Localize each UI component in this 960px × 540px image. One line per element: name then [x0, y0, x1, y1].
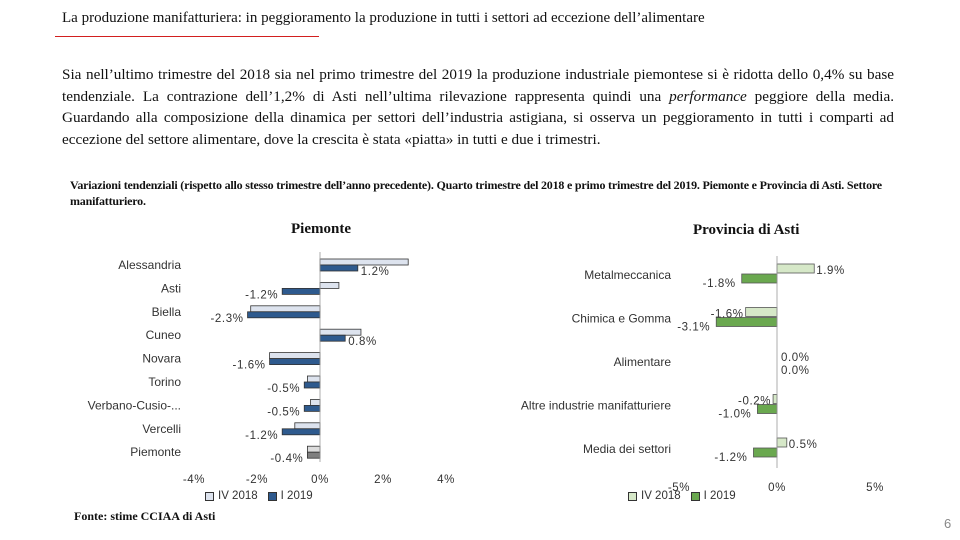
category-label: Piemonte — [130, 445, 181, 459]
category-label: Media dei settori — [583, 442, 671, 456]
bar-i2019 — [247, 311, 321, 319]
bar-iv2018 — [772, 394, 778, 404]
category-label: Biella — [152, 305, 182, 319]
bar-iv2018 — [269, 352, 321, 360]
category-label: Torino — [148, 375, 181, 389]
bar-i2019 — [715, 317, 778, 327]
data-label: -0.5% — [267, 383, 300, 395]
title-underline — [55, 36, 319, 37]
source-note: Fonte: stime CCIAA di Asti — [74, 509, 216, 523]
bar-iv2018 — [306, 375, 321, 383]
data-label: -1.2% — [245, 430, 278, 442]
bar-i2019 — [281, 428, 321, 436]
category-label: Verbano-Cusio-... — [88, 398, 181, 412]
chart-title-asti: Provincia di Asti — [693, 222, 800, 238]
data-label: 0.0% — [781, 365, 810, 377]
bar-iv2018 — [250, 305, 321, 313]
body-paragraph: Sia nell’ultimo trimestre del 2018 sia n… — [62, 64, 894, 150]
legend-swatch-iv2018 — [205, 491, 214, 501]
category-label: Asti — [161, 281, 181, 295]
data-label: -1.0% — [718, 409, 751, 421]
category-label: Novara — [142, 352, 181, 366]
legend-swatch-i2019 — [267, 491, 277, 501]
tick-label: 5% — [866, 482, 884, 494]
bar-iv2018 — [294, 422, 321, 430]
bar-iv2018 — [776, 263, 815, 274]
page-title: La produzione manifatturiera: in peggior… — [62, 10, 705, 26]
data-label: -1.2% — [245, 289, 278, 301]
bar-iv2018 — [306, 445, 321, 453]
data-label: -0.5% — [267, 406, 300, 418]
data-label: -0.2% — [738, 396, 771, 408]
bar-i2019 — [319, 334, 346, 342]
bar-iv2018 — [745, 307, 778, 317]
tick-label: 0% — [768, 482, 786, 494]
legend-swatch-i2019 — [690, 491, 700, 501]
tick-label: -4% — [183, 474, 205, 486]
bar-iv2018 — [319, 258, 409, 266]
category-label: Altre industrie manifatturiere — [521, 399, 671, 413]
legend-piemonte: IV 2018 I 2019 — [205, 490, 313, 502]
chart-title-piemonte: Piemonte — [291, 221, 351, 237]
data-label: 1.9% — [816, 265, 845, 277]
paragraph-part-1: Sia nell’ultimo trimestre del 2018 sia n… — [62, 66, 894, 105]
bar-iv2018 — [776, 437, 788, 448]
data-label: 0.0% — [781, 352, 810, 364]
bar-iv2018 — [319, 281, 340, 289]
legend-asti: IV 2018 I 2019 — [628, 490, 736, 502]
data-label: -1.2% — [714, 452, 747, 464]
data-label: -0.4% — [270, 453, 303, 465]
tick-label: 0% — [311, 474, 329, 486]
legend-label-iv2018: IV 2018 — [641, 490, 681, 502]
category-label: Alimentare — [614, 355, 672, 369]
bar-i2019 — [753, 447, 778, 458]
category-label: Vercelli — [142, 422, 181, 436]
page-number: 6 — [944, 516, 952, 531]
legend-label-i2019: I 2019 — [703, 490, 736, 502]
data-label: 1.2% — [361, 266, 390, 278]
category-label: Chimica e Gomma — [572, 312, 672, 326]
bar-i2019 — [757, 404, 778, 414]
data-label: -2.3% — [211, 313, 244, 325]
tick-label: -2% — [246, 474, 268, 486]
bar-i2019 — [281, 287, 321, 295]
bar-i2019 — [303, 404, 321, 412]
data-label: -1.6% — [711, 309, 744, 321]
data-label: -1.6% — [233, 360, 266, 372]
data-label: 0.5% — [789, 439, 818, 451]
data-label: 0.8% — [348, 336, 377, 348]
legend-label-iv2018: IV 2018 — [218, 490, 258, 502]
bar-i2019 — [303, 381, 321, 389]
category-label: Cuneo — [146, 328, 182, 342]
bar-i2019 — [741, 273, 778, 284]
category-label: Alessandria — [118, 258, 181, 272]
bar-i2019 — [319, 264, 359, 272]
tick-label: 2% — [374, 474, 392, 486]
bar-iv2018 — [310, 398, 321, 406]
bar-iv2018 — [319, 328, 362, 336]
chart-caption: Variazioni tendenziali (rispetto allo st… — [70, 178, 882, 208]
category-label: Metalmeccanica — [584, 268, 671, 282]
data-label: -3.1% — [677, 322, 710, 334]
tick-label: 4% — [437, 474, 455, 486]
data-label: -1.8% — [703, 278, 736, 290]
legend-label-i2019: I 2019 — [280, 490, 313, 502]
bar-i2019 — [269, 358, 321, 366]
paragraph-part-2: peggiore della media. Guardando alla com… — [62, 87, 895, 148]
paragraph-emphasis: performance — [669, 87, 747, 105]
bar-i2019 — [306, 451, 321, 459]
legend-swatch-iv2018 — [628, 491, 637, 501]
